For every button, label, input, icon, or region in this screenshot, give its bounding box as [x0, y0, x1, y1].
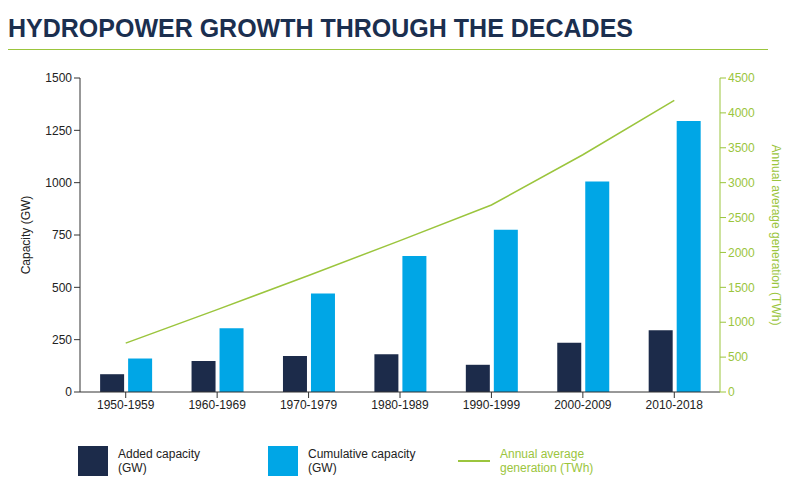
svg-text:1250: 1250: [45, 124, 72, 138]
svg-text:2500: 2500: [728, 211, 755, 225]
html-text:Added capacity (GW): Added capacity (GW): [118, 447, 201, 475]
svg-text:2010-2018: 2010-2018: [646, 398, 704, 412]
svg-text:1970-1979: 1970-1979: [280, 398, 338, 412]
svg-text:1000: 1000: [45, 176, 72, 190]
svg-text:1950-1959: 1950-1959: [97, 398, 155, 412]
svg-text:4500: 4500: [728, 71, 755, 85]
svg-text:1000: 1000: [728, 315, 755, 329]
svg-text:1500: 1500: [728, 281, 755, 295]
svg-text:250: 250: [52, 333, 72, 347]
svg-text:4000: 4000: [728, 106, 755, 120]
svg-text:1990-1999: 1990-1999: [463, 398, 521, 412]
html-text:Cumulative capacity (GW): Cumulative capacity (GW): [308, 447, 416, 475]
svg-text:2000-2009: 2000-2009: [554, 398, 612, 412]
svg-text:0: 0: [65, 385, 72, 399]
svg-text:1960-1969: 1960-1969: [188, 398, 246, 412]
svg-text:500: 500: [728, 350, 748, 364]
svg-text:Capacity (GW): Capacity (GW): [19, 196, 33, 275]
svg-text:2000: 2000: [728, 246, 755, 260]
svg-text:500: 500: [52, 281, 72, 295]
svg-text:1500: 1500: [45, 71, 72, 85]
svg-text:Annual average generation (TWh: Annual average generation (TWh): [769, 145, 783, 326]
svg-text:3500: 3500: [728, 141, 755, 155]
html-text:HYDROPOWER GROWTH THROUGH THE: HYDROPOWER GROWTH THROUGH THE DECADES: [8, 14, 633, 42]
svg-text:0: 0: [728, 385, 735, 399]
html-text:Annual average generation (TWh: Annual average generation (TWh): [500, 447, 594, 475]
svg-text:750: 750: [52, 228, 72, 242]
svg-text:3000: 3000: [728, 176, 755, 190]
svg-text:1980-1989: 1980-1989: [371, 398, 429, 412]
